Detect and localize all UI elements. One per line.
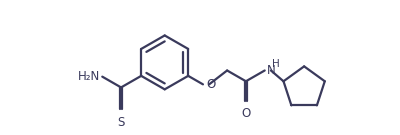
Text: H: H	[272, 59, 280, 69]
Text: S: S	[117, 116, 125, 129]
Text: N: N	[267, 64, 276, 77]
Text: O: O	[241, 107, 250, 120]
Text: H₂N: H₂N	[78, 70, 100, 83]
Text: O: O	[207, 78, 216, 91]
